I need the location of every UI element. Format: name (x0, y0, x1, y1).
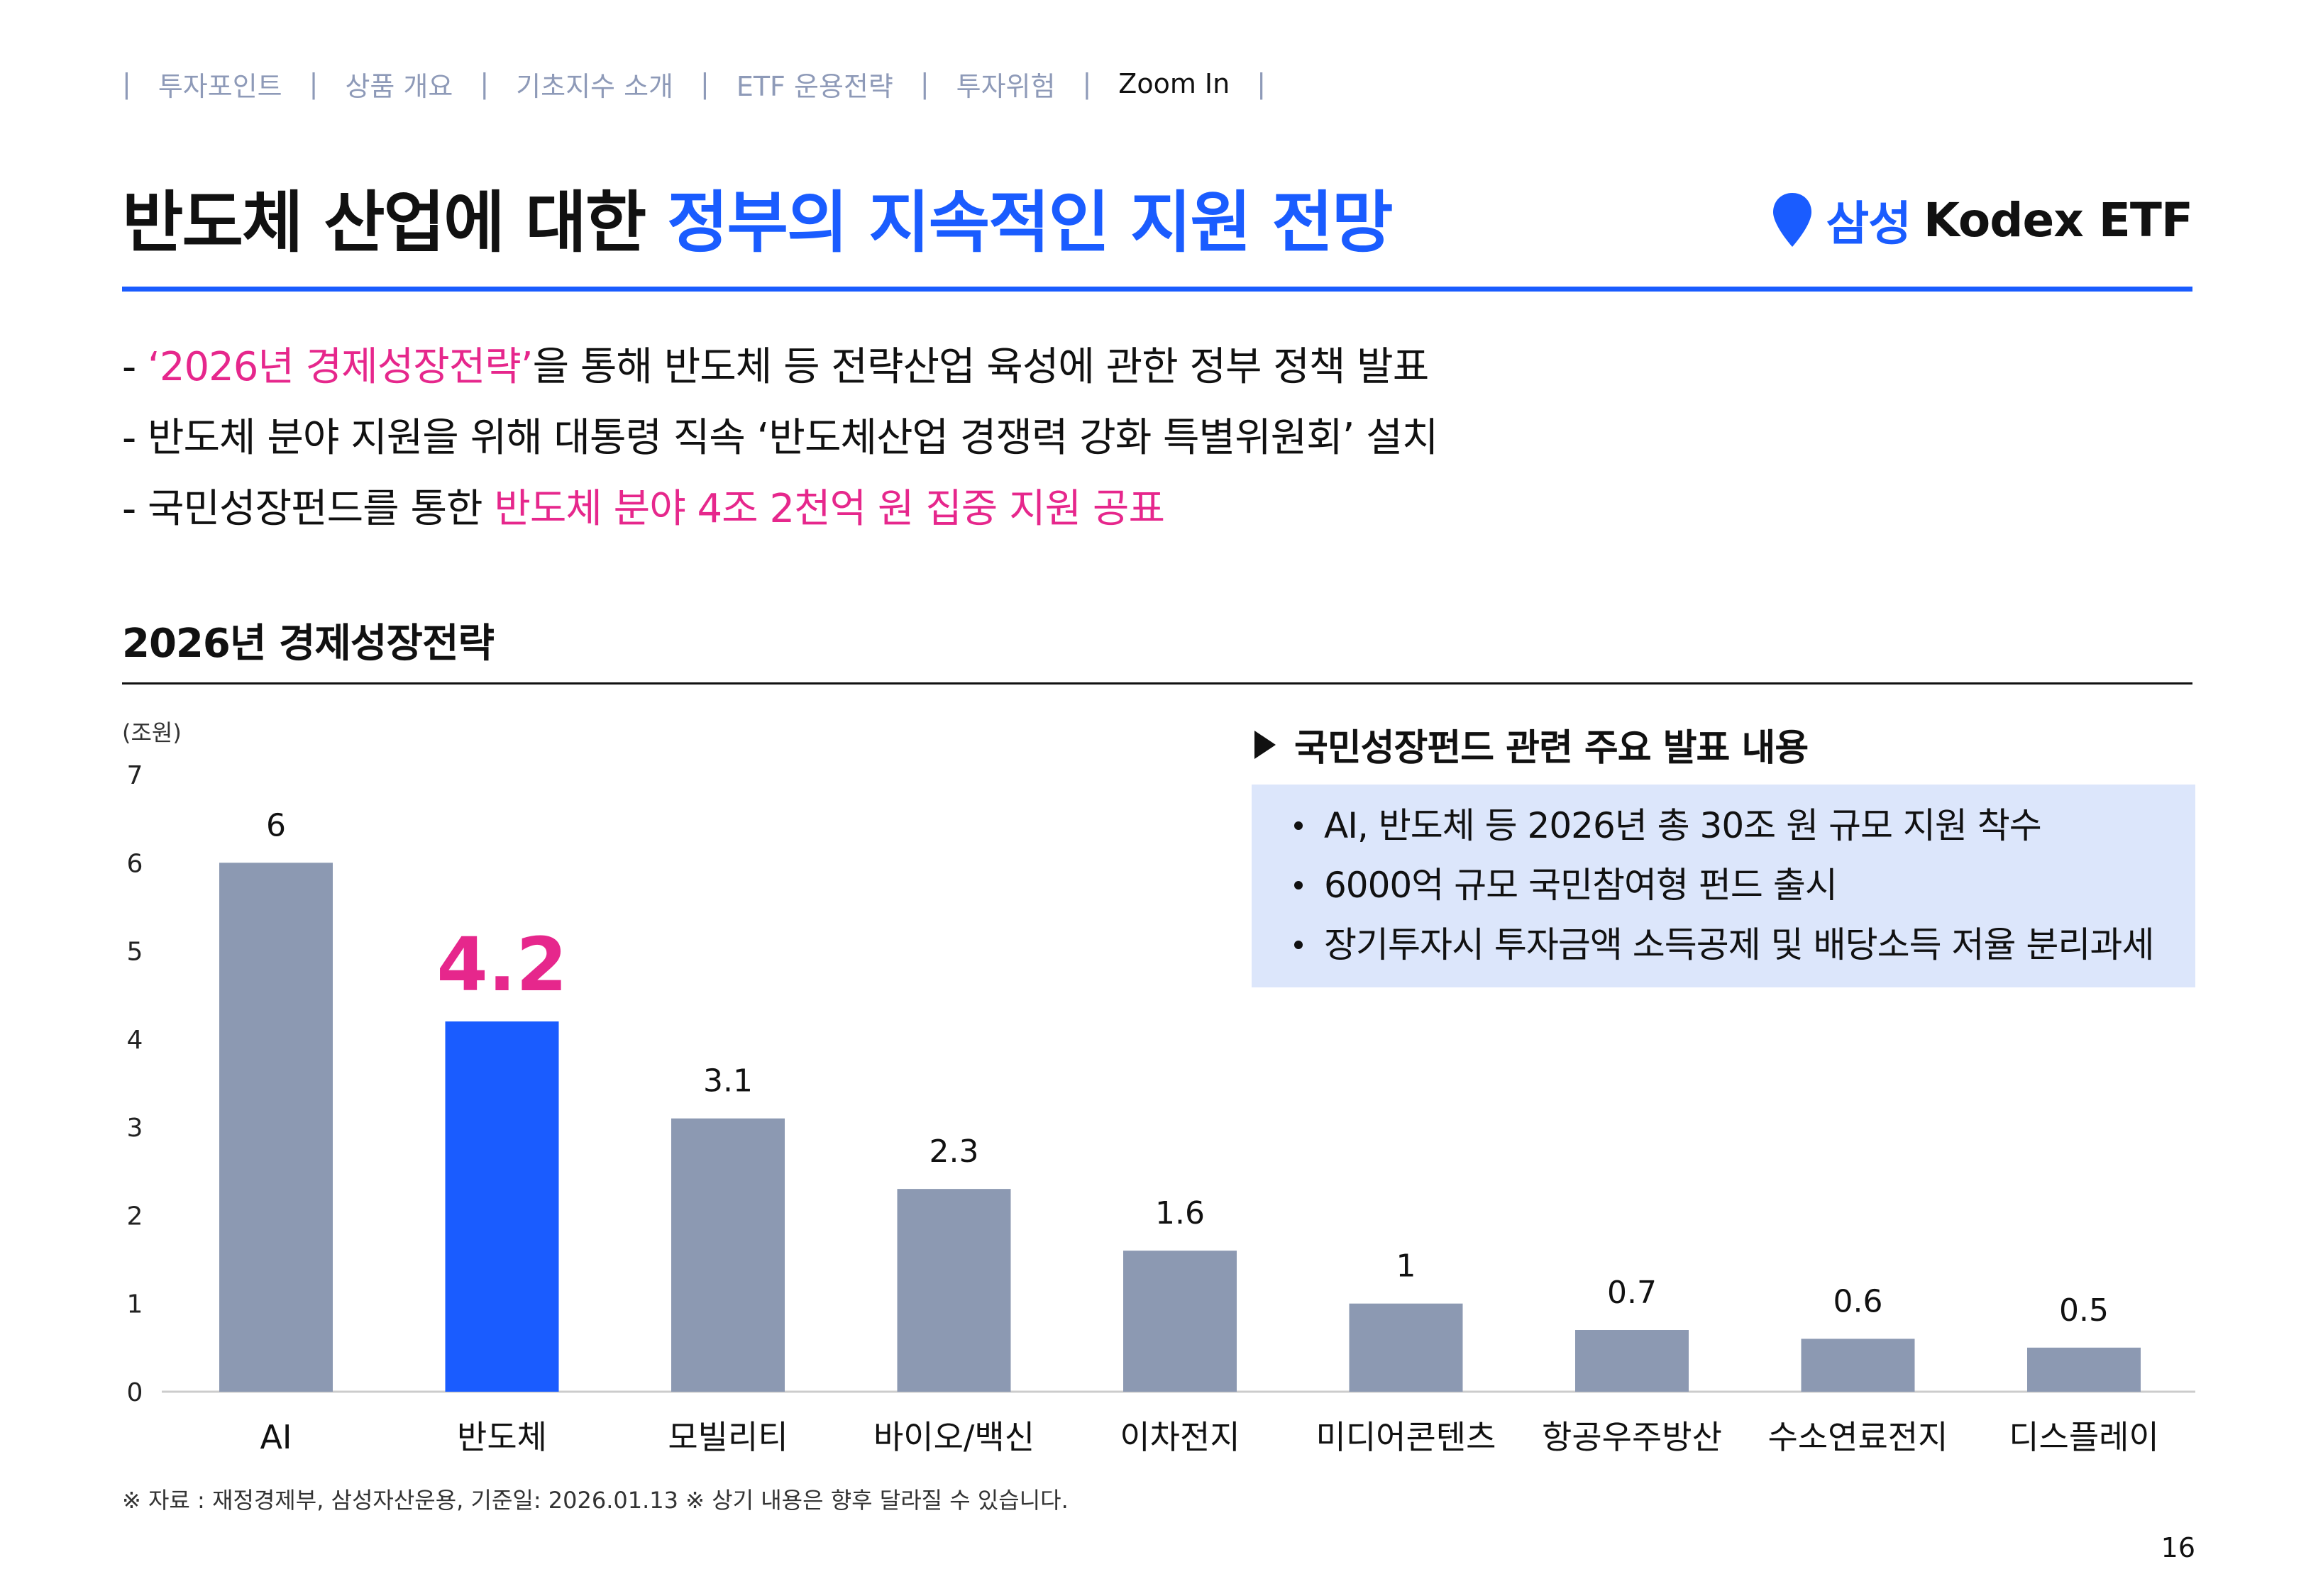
section-nav: | 투자포인트 | 상품 개요 | 기초지수 소개 | ETF 운용전략 | 투자위험 | Zoom … (122, 62, 1293, 105)
nav-item[interactable]: 투자위험 (956, 70, 1056, 102)
bullet-text: 국민성장펀드를 통한 (148, 486, 495, 532)
x-tick-label: AI (260, 1418, 292, 1456)
bullet-dot-icon (1294, 941, 1303, 949)
info-box-title: 국민성장펀드 관련 주요 발표 내용 (1254, 718, 1809, 771)
y-tick-label: 2 (127, 1202, 143, 1231)
nav-separator: | (1082, 68, 1092, 99)
bullet-dash: - (122, 344, 148, 390)
title-divider (122, 287, 2192, 292)
bullet-item: - 국민성장펀드를 통한 반도체 분야 4조 2천억 원 집중 지원 공표 (122, 474, 1438, 545)
bar-value-label: 0.6 (1833, 1283, 1883, 1319)
bar-value-label: 3.1 (703, 1063, 753, 1099)
bar-value-label: 2.3 (929, 1134, 979, 1170)
bar (1123, 1251, 1237, 1392)
bullet-highlight: 반도체 분야 4조 2천억 원 집중 지원 공표 (494, 486, 1165, 532)
x-tick-label: 디스플레이 (2009, 1418, 2159, 1456)
bullet-dash: - (122, 415, 148, 461)
page-title-highlight: 정부의 지속적인 지원 전망 (667, 184, 1393, 262)
info-box-item-text: 장기투자시 투자금액 소득공제 및 배당소득 저율 분리과세 (1324, 924, 2154, 965)
x-tick-label: 모빌리티 (668, 1418, 788, 1456)
bullet-item: - ‘2026년 경제성장전략’을 통해 반도체 등 전략산업 육성에 관한 정… (122, 332, 1438, 403)
bar (1801, 1339, 1915, 1392)
info-box-item-text: 6000억 규모 국민참여형 펀드 출시 (1324, 865, 1838, 906)
nav-item[interactable]: 투자포인트 (158, 70, 282, 102)
info-box-title-text: 국민성장펀드 관련 주요 발표 내용 (1294, 727, 1809, 770)
bar-value-label: 0.7 (1607, 1275, 1657, 1311)
info-box-item: 장기투자시 투자금액 소득공제 및 배당소득 저율 분리과세 (1294, 915, 2195, 975)
info-box-item-text: AI, 반도체 등 2026년 총 30조 원 규모 지원 착수 (1324, 805, 2042, 846)
y-tick-label: 4 (127, 1026, 143, 1055)
x-tick-label: 이차전지 (1120, 1418, 1240, 1456)
bullet-highlight: ‘2026년 경제성장전략’ (148, 344, 534, 390)
nav-separator: | (700, 68, 710, 99)
y-tick-label: 7 (127, 761, 143, 790)
bar-value-label: 1.6 (1155, 1195, 1205, 1231)
x-tick-label: 반도체 (457, 1418, 547, 1456)
x-tick-label: 항공우주방산 (1542, 1418, 1722, 1456)
bar (1349, 1303, 1463, 1392)
bar (1575, 1330, 1689, 1392)
bullet-dot-icon (1294, 821, 1303, 830)
bar (897, 1189, 1011, 1392)
source-footnote: ※ 자료 : 재정경제부, 삼성자산운용, 기준일: 2026.01.13 ※ … (122, 1487, 1069, 1514)
bar-value-label: 1 (1396, 1248, 1416, 1285)
bar-value-label: 4.2 (436, 921, 567, 1008)
info-box-item: AI, 반도체 등 2026년 총 30조 원 규모 지원 착수 (1294, 796, 2195, 855)
info-box-item: 6000억 규모 국민참여형 펀드 출시 (1294, 855, 2195, 915)
nav-item[interactable]: Zoom In (1118, 68, 1230, 99)
x-tick-label: 바이오/백신 (873, 1418, 1035, 1456)
bar-value-label: 6 (266, 807, 286, 843)
y-axis-unit: (조원) (122, 719, 182, 746)
page-title: 반도체 산업에 대한 정부의 지속적인 지원 전망 (122, 169, 1394, 265)
bar (219, 863, 333, 1392)
section-divider (122, 682, 2192, 685)
y-tick-label: 6 (127, 849, 143, 878)
nav-separator: | (920, 68, 929, 99)
bullet-text: 반도체 분야 지원을 위해 대통령 직속 ‘반도체산업 경쟁력 강화 특별위원회… (148, 415, 1438, 461)
bullet-item: - 반도체 분야 지원을 위해 대통령 직속 ‘반도체산업 경쟁력 강화 특별위… (122, 403, 1438, 474)
y-tick-label: 3 (127, 1114, 143, 1143)
y-tick-label: 5 (127, 938, 143, 967)
y-tick-label: 1 (127, 1290, 143, 1319)
nav-separator: | (122, 68, 131, 99)
page-title-main: 반도체 산업에 대한 (122, 184, 668, 262)
triangle-right-icon (1254, 730, 1276, 759)
bullet-list: - ‘2026년 경제성장전략’을 통해 반도체 등 전략산업 육성에 관한 정… (122, 332, 1438, 545)
nav-item[interactable]: 기초지수 소개 (516, 70, 674, 102)
chart-section-heading: 2026년 경제성장전략 (122, 621, 495, 667)
bar-value-label: 0.5 (2059, 1292, 2109, 1329)
page-number: 16 (2161, 1532, 2195, 1563)
brand-logo: 삼성 Kodex ETF (1772, 186, 2193, 254)
bullet-dash: - (122, 486, 148, 532)
location-pin-icon (1773, 193, 1812, 247)
bullet-text: 을 통해 반도체 등 전략산업 육성에 관한 정부 정책 발표 (532, 344, 1430, 390)
bar (2027, 1347, 2141, 1392)
info-box: AI, 반도체 등 2026년 총 30조 원 규모 지원 착수 6000억 규… (1252, 785, 2195, 987)
brand-samsung: 삼성 (1826, 196, 1911, 251)
nav-item[interactable]: ETF 운용전략 (736, 70, 893, 102)
nav-separator: | (480, 68, 490, 99)
x-tick-label: 미디어콘텐츠 (1316, 1418, 1496, 1456)
nav-separator: | (309, 68, 319, 99)
bar (445, 1021, 559, 1392)
nav-separator: | (1257, 68, 1267, 99)
bullet-dot-icon (1294, 881, 1303, 890)
x-tick-label: 수소연료전지 (1768, 1418, 1948, 1456)
y-tick-label: 0 (127, 1378, 143, 1407)
bar (671, 1118, 785, 1392)
nav-item[interactable]: 상품 개요 (345, 70, 453, 102)
brand-kodex: Kodex ETF (1923, 192, 2193, 248)
